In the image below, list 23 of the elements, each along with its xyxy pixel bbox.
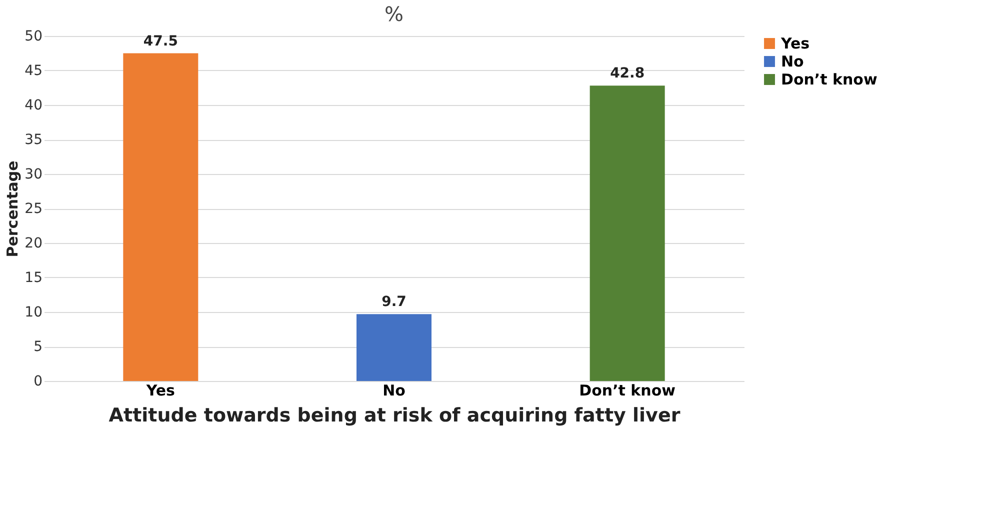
y-tick-label: 0 [34,374,42,390]
y-tick-label: 35 [24,132,42,148]
legend-label: Yes [780,34,810,52]
y-tick-label: 15 [24,270,42,286]
legend-label: No [781,52,804,70]
y-tick-label: 10 [24,304,42,320]
data-label: 42.8 [610,66,645,82]
data-label: 9.7 [382,294,406,310]
x-tick-label: Yes [145,382,176,400]
data-label: 47.5 [143,33,178,50]
y-tick-label: 45 [24,63,42,79]
y-tick-label: 25 [24,201,42,217]
y-axis-title: Percentage [4,160,22,258]
y-tick-label: 5 [34,339,42,355]
y-tick-label: 30 [24,166,42,182]
chart-title: % [384,2,404,26]
y-tick-label: 50 [24,28,42,44]
x-tick-label: No [382,382,406,400]
y-tick-label: 20 [24,236,42,252]
x-tick-label: Don’t know [579,382,676,400]
x-axis-title: Attitude towards being at risk of acquiring fatty liver [108,404,681,426]
y-tick-label: 40 [24,98,42,114]
legend-label: Don’t know [781,70,878,88]
